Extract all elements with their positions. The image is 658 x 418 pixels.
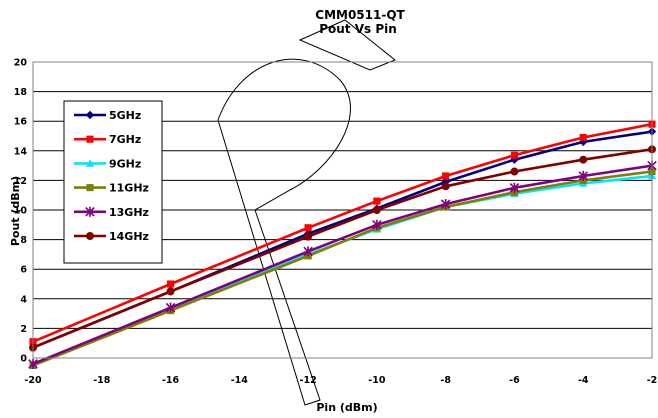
x-tick-label: -16 (162, 375, 180, 386)
data-point (509, 182, 520, 193)
data-point (373, 197, 381, 205)
data-point (442, 172, 450, 180)
x-tick-label: -10 (368, 375, 386, 386)
series-line (32, 122, 653, 343)
legend-marker (85, 206, 95, 217)
data-point (510, 151, 519, 159)
series-line (32, 170, 653, 367)
series-14GHz (29, 145, 656, 352)
data-point (441, 182, 450, 191)
data-point (304, 232, 313, 241)
data-point (165, 302, 176, 313)
y-tick-label: 12 (14, 176, 27, 187)
legend-label: 5GHz (109, 109, 141, 122)
y-tick-label: 0 (20, 354, 27, 365)
x-tick-label: -14 (231, 375, 249, 386)
data-point (579, 137, 588, 147)
legend-label: 11GHz (109, 182, 149, 195)
data-point (579, 155, 588, 164)
legend-marker (86, 232, 94, 240)
series-line (32, 164, 653, 366)
x-tick-label: -6 (509, 375, 520, 386)
y-tick-label: 16 (14, 117, 28, 128)
legend-label: 9GHz (109, 157, 141, 170)
data-point (166, 280, 175, 288)
data-point (510, 167, 519, 176)
legend-item: 14GHz (74, 230, 149, 243)
x-tick-label: -8 (440, 375, 451, 386)
legend-item: 5GHz (74, 109, 141, 122)
y-tick-label: 8 (20, 235, 27, 246)
series-line (32, 148, 653, 349)
legend-label: 7GHz (109, 133, 141, 146)
data-point (578, 170, 588, 181)
data-point (579, 133, 587, 142)
data-point (28, 358, 38, 369)
data-point (303, 246, 313, 257)
x-axis-label: Pin (dBm) (316, 401, 377, 414)
x-tick-label: -20 (24, 375, 42, 386)
y-tick-label: 10 (14, 206, 28, 217)
legend-marker (85, 159, 95, 167)
x-tick-label: -4 (578, 375, 589, 386)
data-series (28, 120, 657, 369)
chart-title: CMM0511-QT (315, 8, 405, 22)
legend-item: 7GHz (74, 133, 141, 146)
x-tick-label: -12 (300, 375, 317, 386)
watermark-graphic (217, 19, 396, 406)
y-axis-ticks: 0 2 4 6 8 10 12 14 16 18 20 (14, 58, 28, 365)
legend-label: 14GHz (109, 230, 149, 243)
y-tick-label: 20 (14, 58, 28, 69)
y-tick-label: 6 (20, 265, 27, 276)
data-point (372, 206, 381, 214)
legend: 5GHz 7GHz 9GHz 11GHz 13GHz 14GHz (63, 100, 163, 264)
y-axis-label: Pout (dBm) (9, 176, 22, 246)
legend-item: 13GHz (74, 206, 149, 219)
plot-area-frame (32, 61, 653, 359)
y-tick-label: 2 (20, 324, 27, 335)
data-point (166, 287, 175, 296)
legend-marker (85, 110, 95, 120)
y-tick-label: 14 (14, 146, 28, 157)
data-point (440, 199, 451, 210)
y-tick-label: 18 (14, 87, 28, 98)
data-point (304, 224, 312, 232)
series-13GHz (28, 160, 657, 369)
legend-marker (86, 184, 94, 192)
chart-subtitle: Pout Vs Pin (319, 22, 397, 36)
legend-label: 13GHz (109, 206, 149, 219)
y-tick-label: 4 (20, 294, 27, 305)
x-tick-label: -2 (647, 375, 658, 386)
legend-marker (86, 135, 94, 143)
data-point (372, 219, 382, 230)
x-axis-ticks: -20 -18 -16 -14 -12 -10 -8 -6 -4 -2 (24, 375, 657, 386)
x-tick-label: -18 (93, 375, 111, 386)
legend-item: 9GHz (74, 157, 141, 170)
legend-item: 11GHz (74, 182, 149, 195)
